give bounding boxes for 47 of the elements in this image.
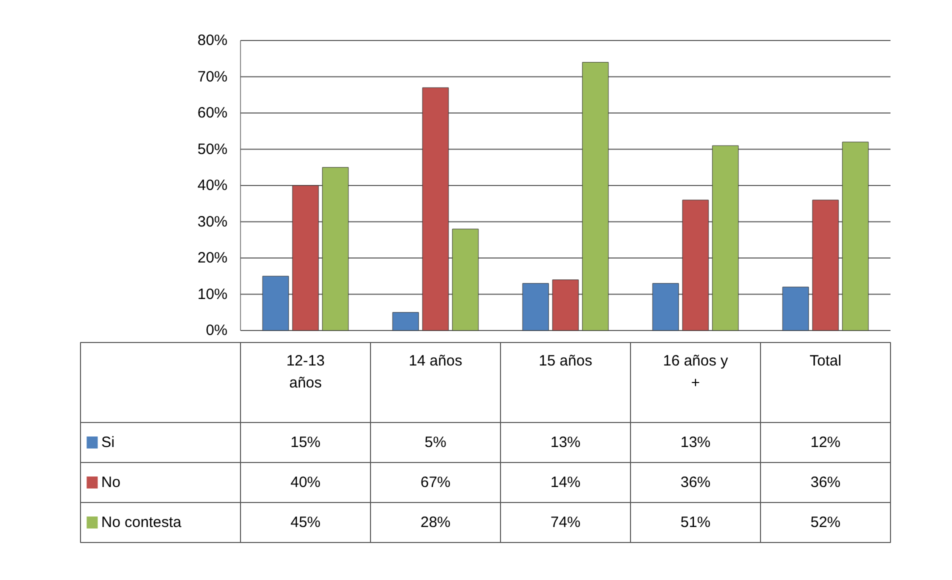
bar xyxy=(712,145,739,331)
x-tick-label: 14 años xyxy=(408,352,462,370)
bar xyxy=(842,142,869,331)
bar xyxy=(652,283,679,331)
x-tick-label: 12-13 años xyxy=(286,352,325,392)
y-tick-label: 50% xyxy=(197,140,228,158)
bar xyxy=(392,312,419,331)
bar xyxy=(552,280,579,331)
data-label: 45% xyxy=(290,514,321,531)
legend-label: No xyxy=(101,474,120,491)
y-tick-label: 60% xyxy=(197,104,228,122)
data-label: 13% xyxy=(680,434,711,451)
data-label: 40% xyxy=(290,474,321,491)
bar xyxy=(682,200,709,331)
y-tick-label: 0% xyxy=(206,322,228,339)
bar xyxy=(582,62,609,331)
data-label: 15% xyxy=(290,434,321,451)
y-tick-label: 10% xyxy=(197,286,228,303)
bar xyxy=(292,185,319,331)
bar xyxy=(262,276,289,331)
data-label: 74% xyxy=(550,514,581,531)
y-tick-label: 30% xyxy=(197,213,228,230)
bar xyxy=(812,200,839,331)
y-tick-label: 20% xyxy=(197,250,228,266)
bar xyxy=(522,283,549,331)
data-label: 51% xyxy=(680,514,711,531)
bar xyxy=(422,87,449,331)
x-tick-label: 15 años xyxy=(538,352,592,370)
x-tick-label: 16 años y + xyxy=(662,352,729,392)
data-label: 36% xyxy=(680,474,711,491)
x-tick-label: Total xyxy=(810,352,842,370)
legend-label: No contesta xyxy=(101,514,182,531)
legend-label: Si xyxy=(101,434,115,451)
data-label: 13% xyxy=(550,434,581,451)
y-tick-label: 40% xyxy=(197,177,228,194)
y-tick-label: 80% xyxy=(197,32,228,49)
data-label: 14% xyxy=(550,474,581,491)
data-label: 5% xyxy=(424,434,446,451)
data-label: 28% xyxy=(420,514,451,531)
bar xyxy=(452,228,479,331)
bar xyxy=(322,167,349,331)
data-label: 36% xyxy=(810,474,841,491)
data-label: 67% xyxy=(420,474,451,491)
y-tick-label: 70% xyxy=(197,68,228,86)
data-label: 52% xyxy=(810,514,841,531)
data-label: 12% xyxy=(810,434,841,451)
bar xyxy=(782,286,809,331)
